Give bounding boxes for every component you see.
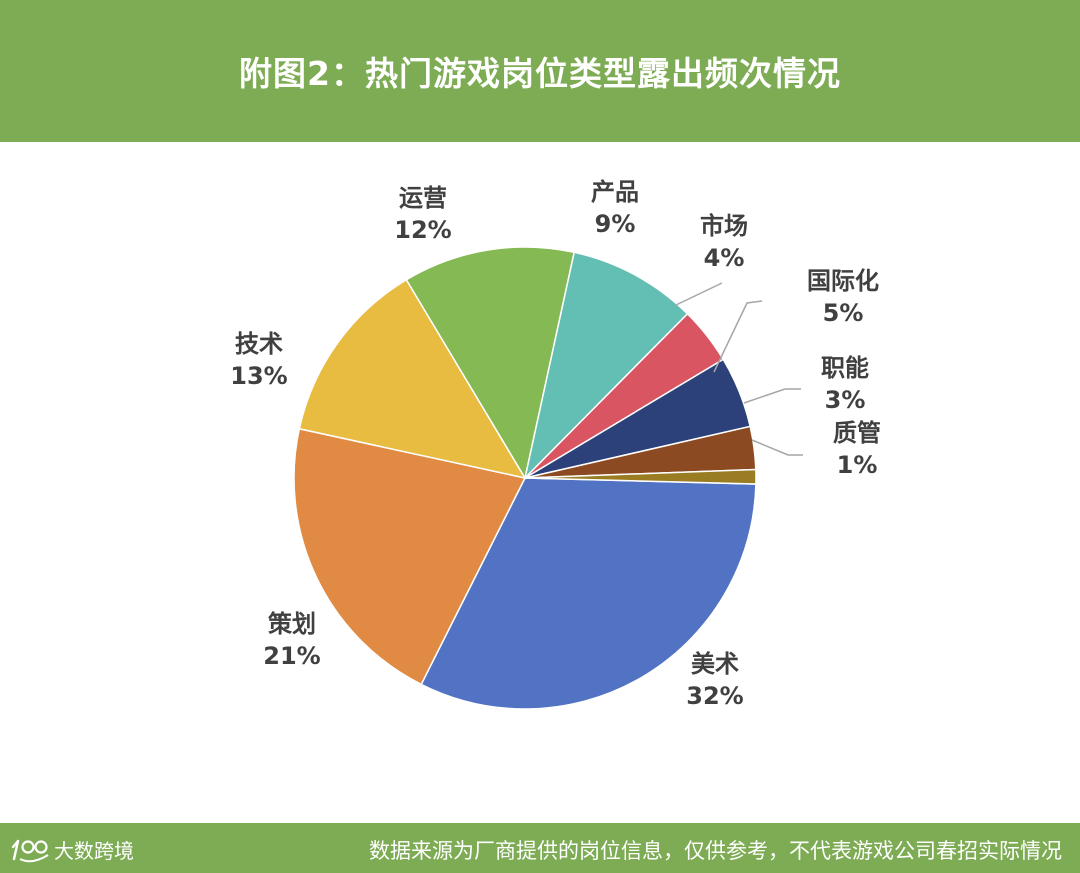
slice-category-label: 职能	[821, 354, 869, 382]
data-source-note: 数据来源为厂商提供的岗位信息，仅供参考，不代表游戏公司春招实际情况	[369, 839, 1062, 863]
slice-percent-label: 32%	[686, 682, 743, 710]
pie-slice	[523, 251, 689, 481]
chart-title: 附图2：热门游戏岗位类型露出频次情况	[239, 54, 841, 93]
leader-lines	[675, 282, 803, 456]
slice-percent-label: 12%	[394, 216, 451, 244]
title-bar: 附图2：热门游戏岗位类型露出频次情况	[0, 0, 1080, 142]
slice-category-label: 美术	[691, 650, 739, 678]
slice-category-label: 策划	[268, 610, 316, 638]
pie-slice	[298, 278, 527, 480]
slice-percent-label: 21%	[263, 642, 320, 670]
pie-chart: 美术 32% 策划 21% 技术 13% 运营 12% 产品 9% 市场 4% 国际化 5% 职能 3% 质管 1…	[230, 178, 881, 710]
leader-line	[751, 439, 803, 456]
logo-text: 大数跨境	[54, 838, 134, 863]
slice-percent-label: 3%	[825, 386, 866, 414]
leader-line	[713, 300, 763, 373]
logo-icon	[11, 839, 49, 863]
leader-line	[675, 282, 723, 306]
leader-line	[743, 388, 801, 404]
pie-slice	[524, 468, 757, 485]
slice-category-label: 国际化	[807, 267, 879, 295]
slice-category-label: 质管	[833, 419, 881, 447]
pie-slice	[293, 427, 527, 686]
slice-category-label: 市场	[700, 212, 748, 240]
slice-category-label: 产品	[591, 178, 639, 206]
brand-logo: 大数跨境	[10, 834, 134, 864]
slice-percent-label: 4%	[704, 244, 745, 272]
slice-category-label: 技术	[235, 330, 283, 358]
pie-slice	[405, 246, 576, 481]
slice-percent-label: 13%	[230, 362, 287, 390]
slice-percent-label: 5%	[823, 299, 864, 327]
data-labels: 美术 32% 策划 21% 技术 13% 运营 12% 产品 9% 市场 4% 国际化 5% 职能 3% 质管 1…	[230, 178, 881, 710]
slice-percent-label: 9%	[595, 210, 636, 238]
slice-percent-label: 1%	[837, 451, 878, 479]
footer-bar: 大数跨境 数据来源为厂商提供的岗位信息，仅供参考，不代表游戏公司春招实际情况	[0, 823, 1080, 873]
pie-slice	[420, 477, 757, 710]
slice-category-label: 运营	[399, 184, 447, 212]
pie-slices	[293, 246, 757, 710]
